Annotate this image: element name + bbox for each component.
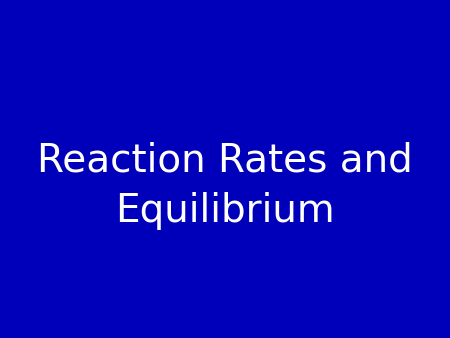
Text: Reaction Rates and
Equilibrium: Reaction Rates and Equilibrium [37, 142, 413, 230]
